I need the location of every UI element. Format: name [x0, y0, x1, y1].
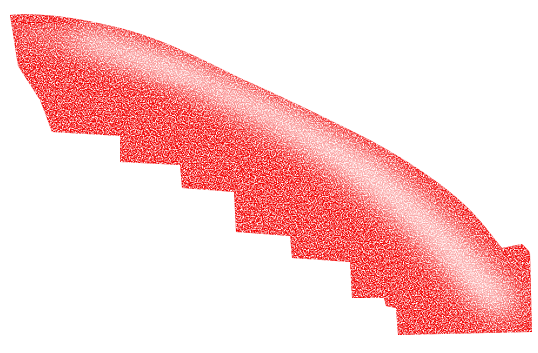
point-cloud-map: [0, 0, 538, 353]
survey-area: [0, 0, 538, 353]
speckle-noise: [0, 0, 538, 353]
